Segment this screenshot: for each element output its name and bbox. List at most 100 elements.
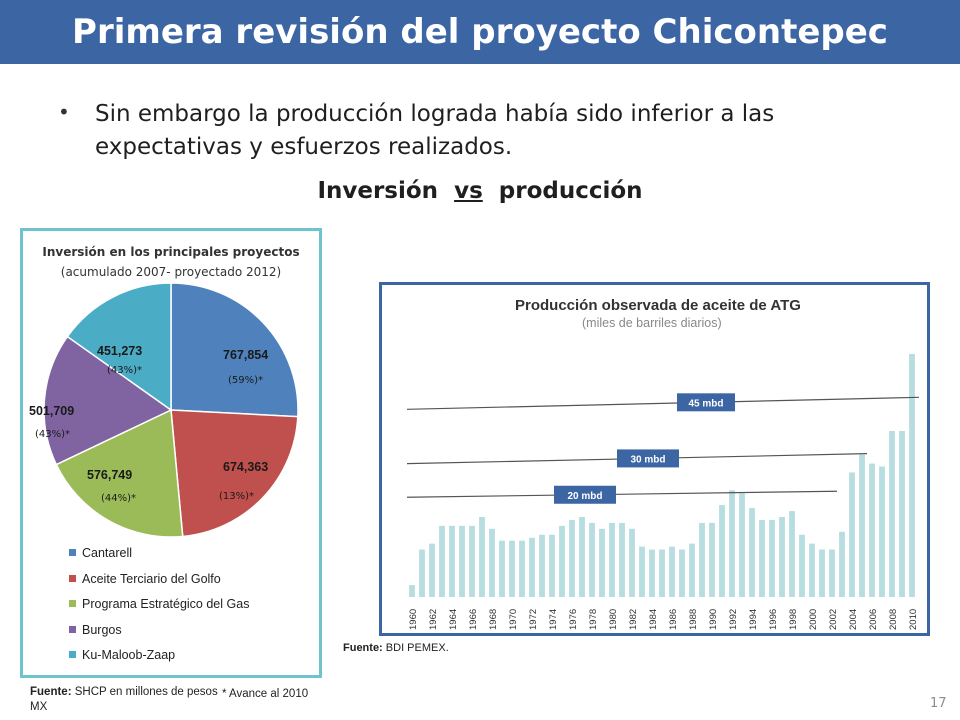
bar-chart-title: Producción observada de aceite de ATG <box>515 297 801 314</box>
bar-chart: Producción observada de aceite de ATG (mi… <box>406 297 920 630</box>
pie-value-label: 767,854 <box>223 348 268 362</box>
subtitle-right: producción <box>482 178 643 204</box>
x-tick-label: 1966 <box>468 609 479 630</box>
bar-1978 <box>589 522 595 597</box>
bar-1996 <box>769 519 775 597</box>
pie-slice-4 <box>66 283 172 412</box>
legend-swatch <box>69 574 76 582</box>
pie-slice-0 <box>170 283 299 418</box>
legend-item: Burgos <box>69 622 122 638</box>
pie-value-label: 576,749 <box>87 468 132 482</box>
pie-percent-label: (43%)* <box>35 429 70 440</box>
legend-swatch <box>69 651 76 658</box>
page-number: 17 <box>930 696 947 711</box>
bar-2001 <box>819 549 825 597</box>
bar-1977 <box>579 516 585 597</box>
bar-1987 <box>679 549 685 597</box>
bar-1969 <box>499 540 505 597</box>
bar-1982 <box>629 528 635 597</box>
bar-1972 <box>529 537 535 597</box>
bar-1968 <box>489 528 495 597</box>
reference-label: 45 mbd <box>688 398 723 409</box>
bar-1976 <box>569 519 575 597</box>
reference-label-box <box>617 449 679 468</box>
pie-slice-2 <box>55 408 184 538</box>
pie-value-label: 501,709 <box>29 404 74 418</box>
reference-line <box>406 490 838 498</box>
pie-chart-subtitle: (acumulado 2007- proyectado 2012) <box>60 265 282 279</box>
bar-1975 <box>559 525 565 597</box>
reference-label: 20 mbd <box>567 491 602 502</box>
pie-source-note: Fuente: SHCP en millones de pesos MX <box>30 685 230 715</box>
bar-2009 <box>899 430 905 597</box>
legend-label: Burgos <box>82 622 122 637</box>
subtitle-vs: vs <box>454 178 483 204</box>
x-tick-label: 2004 <box>848 609 859 630</box>
bar-1970 <box>509 540 515 597</box>
x-tick-label: 1976 <box>568 609 579 630</box>
bar-1960 <box>409 585 415 597</box>
legend-swatch <box>69 600 76 607</box>
bar-chart-subtitle: (miles de barriles diarios) <box>582 316 722 330</box>
bar-1997 <box>779 516 785 597</box>
bar-1999 <box>799 534 805 597</box>
x-tick-label: 1986 <box>668 609 679 630</box>
bar-2006 <box>869 463 875 597</box>
x-tick-label: 1972 <box>528 609 539 630</box>
pie-chart-title: Inversión en los principales proyectos <box>42 245 300 259</box>
x-tick-label: 2000 <box>808 609 819 630</box>
bar-2002 <box>829 549 835 597</box>
legend-swatch <box>69 625 76 633</box>
bar-1979 <box>599 528 605 597</box>
x-tick-label: 2006 <box>868 609 879 630</box>
bar-1980 <box>609 522 615 597</box>
section-subtitle: Inversión vs producción <box>0 178 960 204</box>
bar-1994 <box>749 508 755 597</box>
x-tick-label: 1960 <box>408 609 419 630</box>
bar-2004 <box>849 472 855 597</box>
legend-label: Aceite Terciario del Golfo <box>82 571 221 586</box>
bar-source-text: BDI PEMEX. <box>382 642 449 654</box>
bar-1991 <box>719 505 725 597</box>
bar-1989 <box>699 522 705 597</box>
reference-label: 30 mbd <box>630 454 665 465</box>
legend-label: Ku-Maloob-Zaap <box>82 648 176 662</box>
bar-1985 <box>659 549 665 597</box>
x-tick-label: 2002 <box>828 609 839 630</box>
x-tick-label: 1970 <box>508 609 519 630</box>
pie-slice-3 <box>43 335 173 466</box>
bar-source-label: Fuente: <box>343 642 383 654</box>
pie-chart: 767,854 (59%)* 674,363 (13%)* 576,749 (44%)* 5… <box>29 283 299 538</box>
pie-value-label: 674,363 <box>223 460 268 474</box>
x-tick-label: 1992 <box>728 609 739 630</box>
legend-item: Aceite Terciario del Golfo <box>69 571 221 587</box>
bar-1983 <box>639 546 645 597</box>
bar-2005 <box>859 454 865 597</box>
legend-item: Programa Estratégico del Gas <box>69 596 249 612</box>
bar-1964 <box>449 525 455 597</box>
x-tick-label: 1998 <box>788 609 799 630</box>
pie-source-label: Fuente: <box>30 686 72 698</box>
legend-label: Cantarell <box>82 546 133 560</box>
bar-2010 <box>909 353 915 597</box>
x-tick-label: 1980 <box>608 609 619 630</box>
bar-chart-panel: Producción observada de aceite de ATG (mi… <box>379 282 930 636</box>
bar-2003 <box>839 531 845 597</box>
bar-2000 <box>809 543 815 597</box>
x-tick-label: 1962 <box>428 609 439 630</box>
bar-1971 <box>519 540 525 597</box>
x-tick-label: 1968 <box>488 609 499 630</box>
pie-source-text: SHCP en millones de pesos MX <box>30 686 218 713</box>
pie-percent-label: (44%)* <box>101 493 136 504</box>
bar-1993 <box>739 493 745 597</box>
bar-1973 <box>539 534 545 597</box>
bar-1961 <box>419 549 425 597</box>
reference-line <box>406 396 920 410</box>
bar-1963 <box>439 525 445 597</box>
bar-1962 <box>429 543 435 597</box>
x-tick-label: 1990 <box>708 609 719 630</box>
legend-swatch <box>69 549 76 556</box>
slide-title: Primera revisión del proyecto Chicontepe… <box>72 12 888 52</box>
bar-1967 <box>479 516 485 597</box>
x-tick-label: 1964 <box>448 609 459 630</box>
